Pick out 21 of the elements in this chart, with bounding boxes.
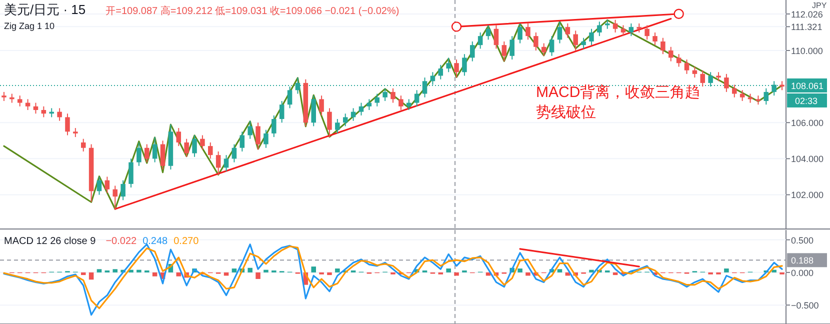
text: 开=109.087 高=109.212 低=109.031 收=109.066 −0.021 (−0.02%) (106, 5, 400, 17)
ref-line-label: 108.061 (791, 80, 824, 91)
chart-title: 美元/日元 · 15 (4, 2, 86, 17)
y-tick-label: 0.000 (791, 268, 814, 278)
y-tick-label: 106.000 (791, 118, 824, 128)
text: MACD 12 26 close 9 (4, 236, 96, 247)
y-tick-label: −0.500 (791, 300, 819, 311)
y-tick-label: 0.500 (791, 235, 814, 246)
y-tick-label: 102.000 (791, 190, 824, 200)
annotation: MACD背离，收敛三角趋势线破位 (536, 84, 700, 121)
annotation: 0.248 (142, 236, 168, 247)
text: 02:33 (795, 96, 818, 106)
annotation: Zig Zag 1 10 (4, 21, 55, 31)
y-axis-title: JPY (812, 1, 828, 10)
y-tick-label: 104.000 (791, 154, 824, 164)
annotation: −0.022 (106, 236, 138, 247)
y-tick-label: 112.026 (791, 9, 823, 20)
y-tick-label: 111.321 (791, 22, 822, 32)
annotation: 0.270 (174, 236, 200, 247)
ref-line-label: 0.188 (791, 256, 814, 266)
y-tick-label: 110.000 (791, 46, 823, 56)
